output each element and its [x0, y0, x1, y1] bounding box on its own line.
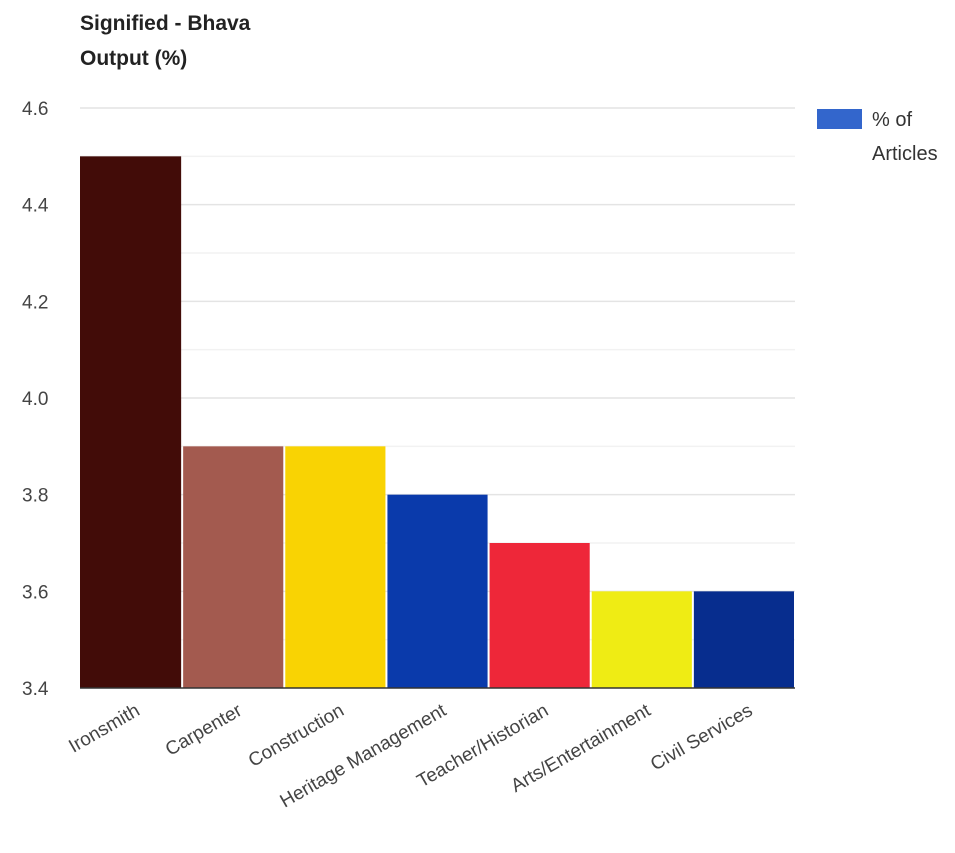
bar-heritage-management	[387, 494, 488, 688]
x-category-label: Heritage Management	[277, 700, 451, 813]
bars	[80, 156, 794, 689]
bar-ironsmith	[80, 156, 182, 689]
bar-arts-entertainment	[591, 591, 692, 688]
y-tick-label: 3.6	[22, 582, 48, 603]
chart-title-line-1: Signified - Bhava	[80, 12, 251, 35]
chart-title: Signified - Bhava Output (%)	[80, 12, 251, 70]
bar-carpenter	[183, 446, 284, 688]
bar-civil-services	[693, 591, 794, 688]
y-tick-label: 4.4	[22, 196, 49, 217]
y-tick-label: 3.4	[22, 679, 49, 700]
legend-label-line-2: Articles	[872, 143, 938, 165]
x-category-label: Civil Services	[647, 700, 756, 775]
x-category-label: Carpenter	[162, 700, 246, 761]
legend: % of Articles	[817, 109, 938, 165]
y-tick-label: 4.0	[22, 389, 48, 410]
x-category-label: Ironsmith	[65, 700, 143, 757]
y-axis-tick-labels: 3.4 3.6 3.8 4.0 4.2 4.4 4.6	[22, 99, 49, 700]
chart-title-line-2: Output (%)	[80, 47, 187, 70]
legend-label-line-1: % of	[872, 109, 912, 131]
y-tick-label: 4.6	[22, 99, 48, 120]
bar-construction	[285, 446, 386, 688]
y-tick-label: 3.8	[22, 486, 48, 507]
legend-swatch	[817, 109, 862, 129]
bar-teacher-historian	[489, 543, 590, 688]
y-tick-label: 4.2	[22, 292, 48, 313]
